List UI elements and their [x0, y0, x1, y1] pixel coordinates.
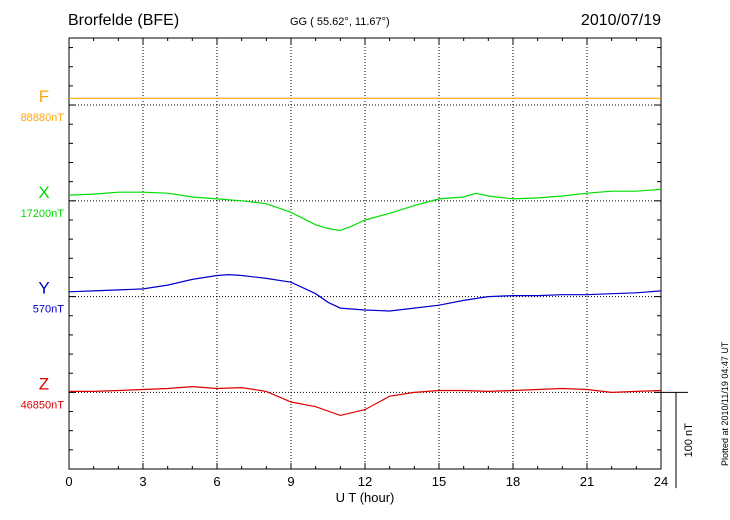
series-y-label: Y — [38, 279, 49, 298]
x-tick-label: 18 — [506, 474, 520, 489]
x-tick-label: 24 — [654, 474, 668, 489]
series-x-baseline: 17200nT — [21, 208, 65, 220]
x-tick-label: 6 — [213, 474, 220, 489]
series-z-label: Z — [39, 374, 49, 393]
series-x-line — [68, 188, 662, 232]
x-tick-label: 15 — [432, 474, 446, 489]
series-f-label: F — [39, 87, 49, 106]
x-tick-label: 3 — [139, 474, 146, 489]
series-f-baseline: 88880nT — [21, 112, 65, 124]
x-tick-label: 0 — [65, 474, 72, 489]
x-tick-label: 12 — [358, 474, 372, 489]
x-axis-title: U T (hour) — [336, 490, 395, 505]
station-title: Brorfelde (BFE) — [68, 12, 180, 29]
series-z-baseline: 46850nT — [21, 399, 65, 411]
series-z-line — [69, 385, 662, 417]
scale-bar-label: 100 nT — [683, 423, 695, 458]
plot-frame — [68, 37, 662, 470]
x-tick-label: 21 — [580, 474, 594, 489]
x-tick-label: 9 — [287, 474, 294, 489]
coordinates-label: GG ( 55.62°, 11.67°) — [290, 16, 390, 28]
series-y-line — [68, 273, 662, 312]
series-x-label: X — [38, 183, 49, 202]
date-label: 2010/07/19 — [580, 12, 661, 29]
series-y-baseline: 570nT — [33, 304, 64, 316]
